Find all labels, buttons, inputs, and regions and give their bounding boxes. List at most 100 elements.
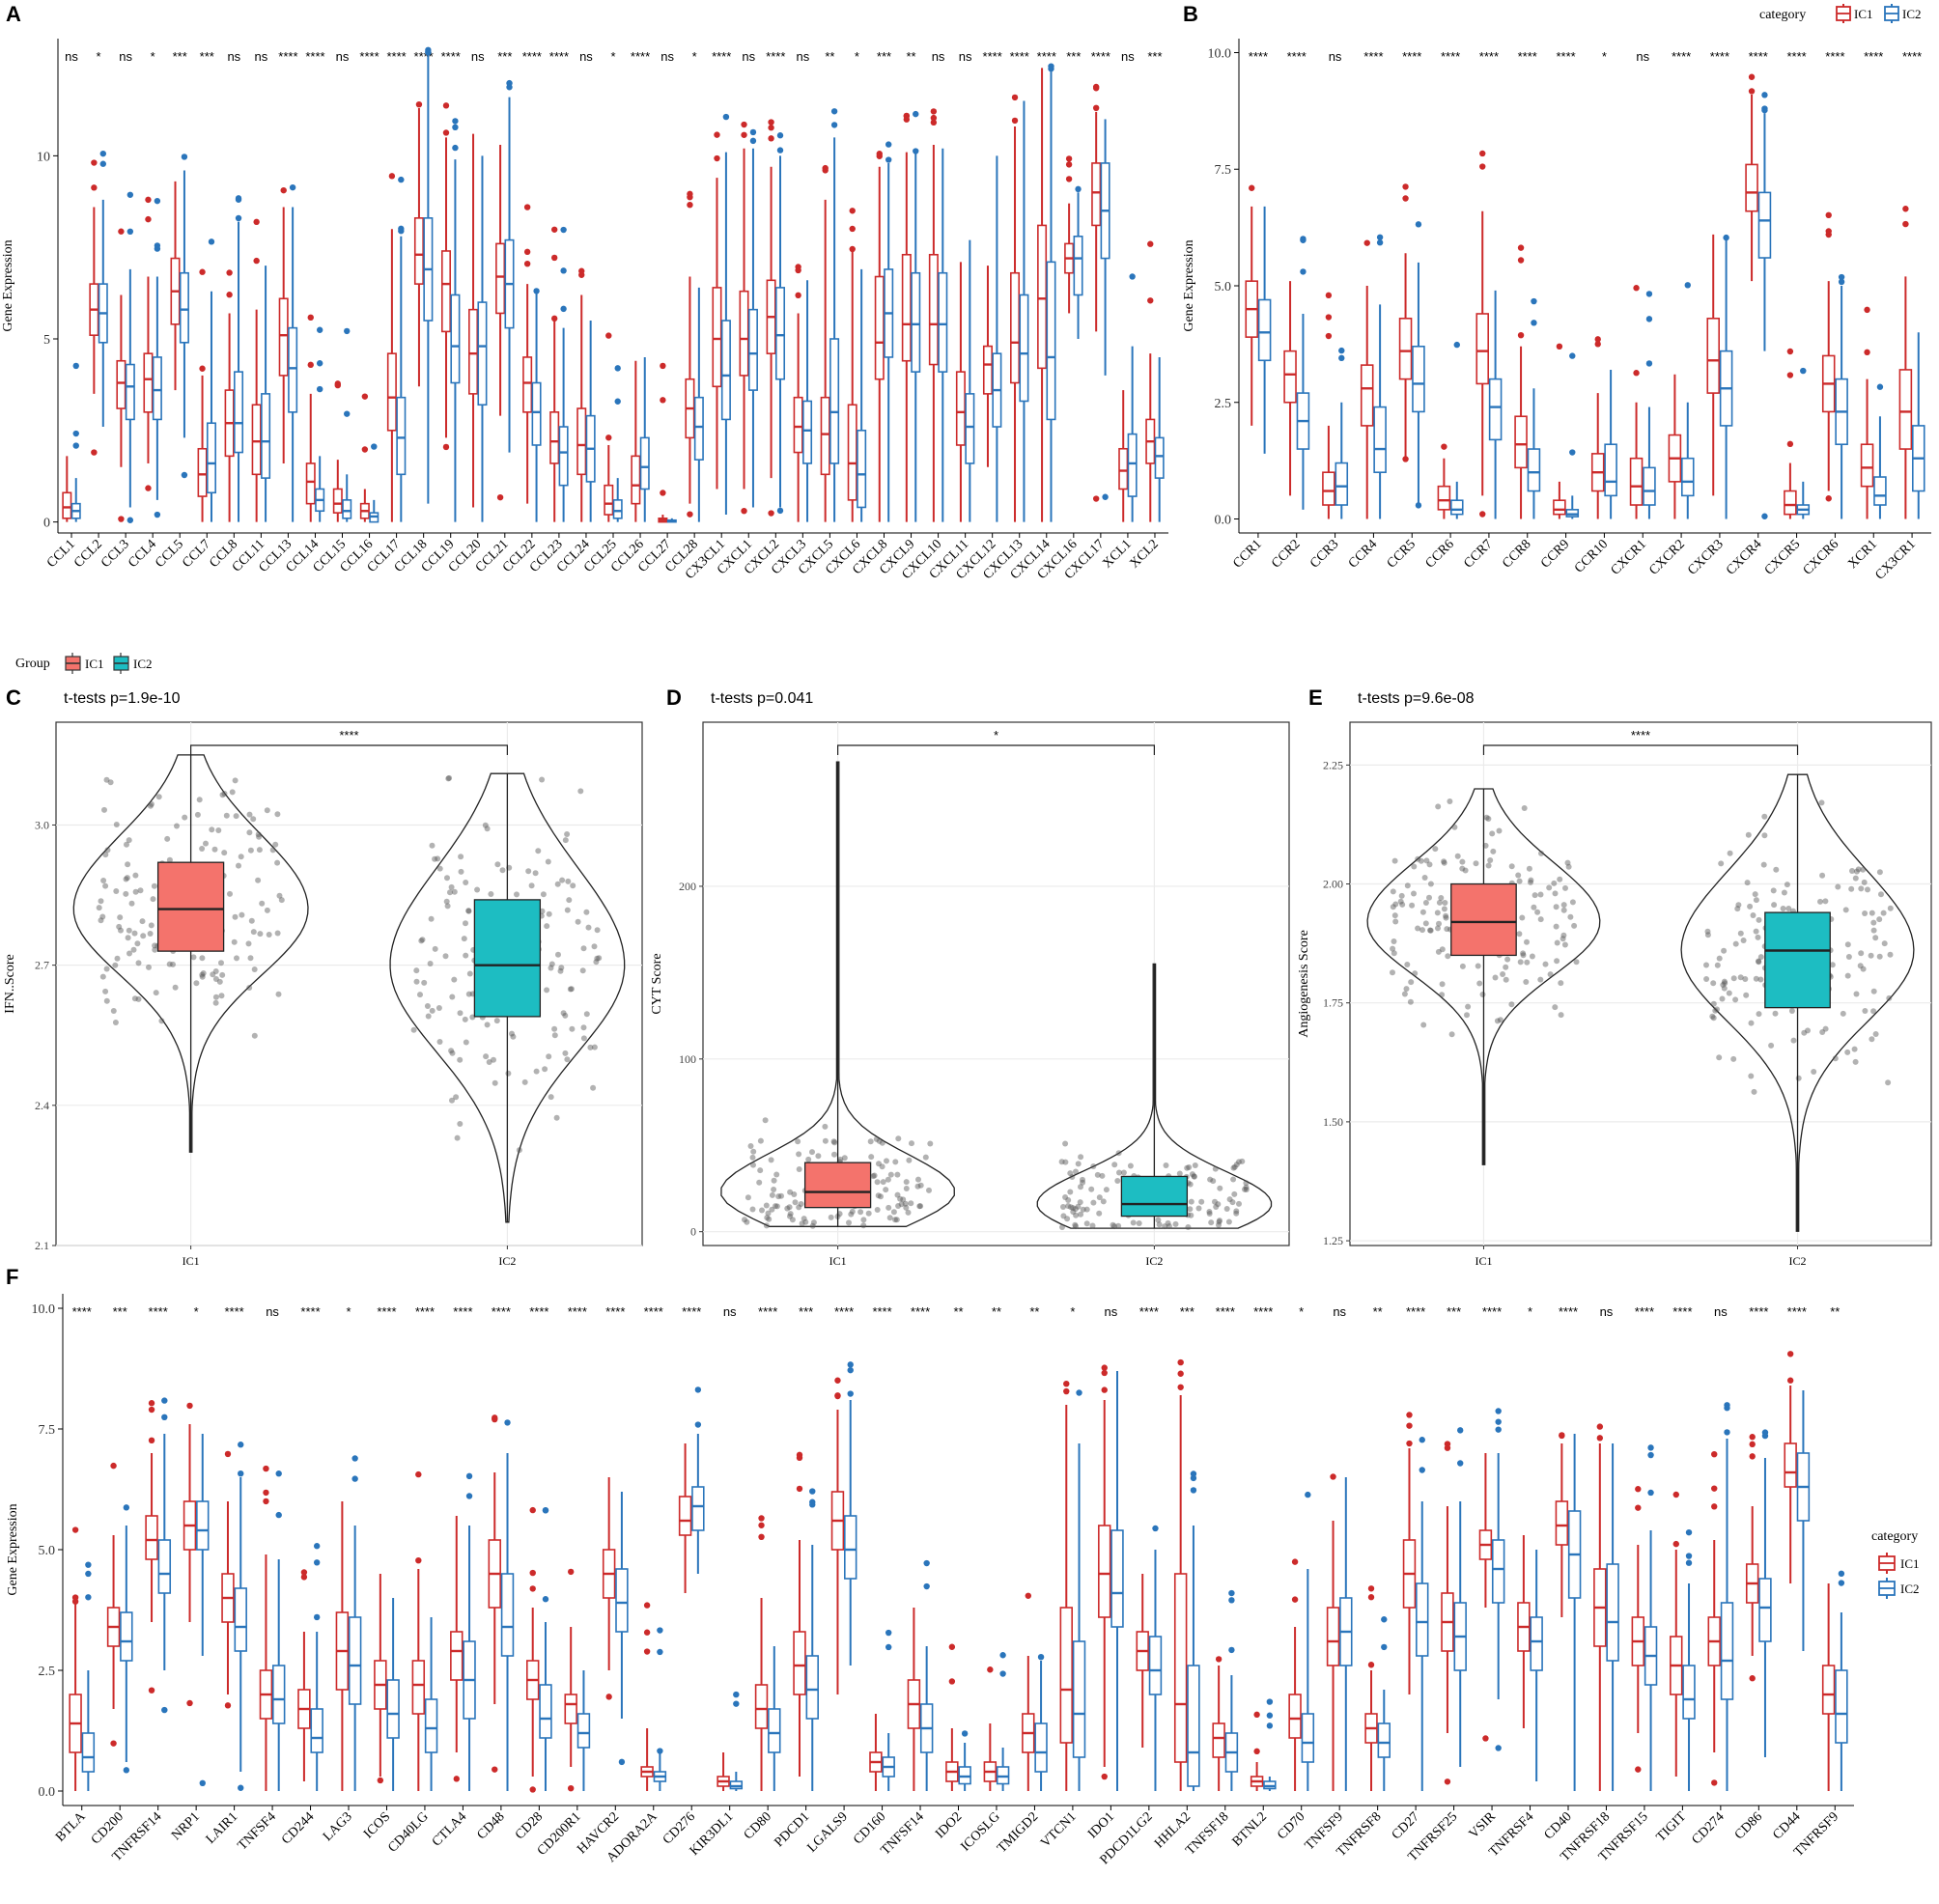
ic2-outlier: [351, 1455, 358, 1462]
data-point: [1454, 853, 1461, 859]
data-point: [757, 1167, 764, 1174]
data-point: [791, 1191, 798, 1197]
data-point: [1529, 953, 1535, 960]
data-point: [493, 1018, 500, 1024]
data-point: [432, 945, 438, 952]
data-point: [570, 882, 576, 889]
data-point: [1070, 1205, 1077, 1212]
data-point: [1885, 1079, 1892, 1086]
data-point: [544, 923, 550, 930]
data-point: [773, 1203, 780, 1210]
x-tick-label: CD27: [1390, 1809, 1422, 1842]
ic1-outlier: [1479, 511, 1486, 518]
ic2-outlier: [542, 1507, 549, 1514]
ic1-outlier: [492, 1766, 498, 1773]
ic2-outlier: [1453, 341, 1460, 349]
data-point: [773, 1203, 778, 1210]
data-point: [1573, 959, 1580, 966]
data-point: [786, 1204, 793, 1211]
significance-label: *: [855, 49, 859, 64]
x-tick-label: CCR10: [1572, 537, 1611, 575]
data-point: [209, 826, 215, 833]
data-point: [525, 868, 532, 875]
significance-label: ns: [1333, 1304, 1346, 1319]
significance-label: ns: [1329, 49, 1342, 64]
significance-label: ns: [1105, 1304, 1118, 1319]
ic1-box: [1706, 318, 1720, 394]
ic2-outlier: [1531, 297, 1537, 305]
significance-label: ****: [1091, 49, 1110, 64]
data-point: [266, 932, 272, 938]
ic2-outlier: [1381, 1643, 1388, 1651]
data-point: [102, 852, 109, 858]
x-tick-label: XCL2: [1127, 537, 1161, 571]
data-point: [1772, 1010, 1779, 1017]
data-point: [1136, 1220, 1142, 1226]
ic1-outlier: [1444, 1778, 1451, 1785]
data-point: [131, 995, 138, 1002]
data-point: [1217, 1185, 1223, 1191]
data-point: [1795, 1075, 1802, 1081]
ic2-outlier: [1645, 316, 1653, 322]
ic2-outlier: [161, 1397, 168, 1404]
data-point: [463, 920, 468, 927]
ic2-outlier: [313, 1543, 321, 1550]
data-point: [771, 1177, 777, 1184]
x-tick-label: LAIR1: [204, 1809, 241, 1847]
significance-label: ****: [983, 49, 1002, 64]
ic2-outlier: [465, 1493, 473, 1499]
data-point: [128, 900, 135, 907]
legend-item-label: IC2: [1902, 7, 1922, 21]
ic2-outlier: [1376, 239, 1384, 246]
ic2-box: [310, 1708, 323, 1753]
data-point: [801, 1216, 807, 1222]
ic1-outlier: [1291, 1596, 1299, 1603]
ic1-outlier: [930, 114, 938, 122]
ic1-box: [1037, 224, 1048, 370]
ic1-outlier: [822, 164, 829, 172]
ic2-outlier: [208, 238, 215, 245]
data-point: [1561, 941, 1568, 948]
ic2-box: [1154, 436, 1165, 479]
data-point: [269, 847, 276, 854]
data-point: [1757, 954, 1764, 961]
ic1-outlier: [1177, 1358, 1184, 1366]
y-tick-label: 10.0: [32, 1302, 56, 1317]
ic1-outlier: [1786, 1377, 1794, 1384]
data-point: [1508, 1001, 1515, 1008]
ic2-outlier: [913, 148, 919, 154]
y-tick-label: 2.00: [1323, 878, 1343, 891]
ic2-box: [152, 356, 162, 421]
data-point: [580, 945, 587, 952]
ic1-outlier: [1482, 1735, 1489, 1742]
data-point: [1722, 980, 1728, 987]
data-point: [591, 1044, 598, 1050]
data-point: [857, 1209, 864, 1216]
ic1-box: [411, 1660, 426, 1715]
data-point: [906, 1157, 913, 1163]
data-point: [1233, 1210, 1240, 1217]
data-point: [1853, 991, 1860, 997]
data-point: [250, 929, 257, 936]
ic2-outlier: [235, 214, 242, 222]
ic1-outlier: [1325, 292, 1333, 299]
data-point: [486, 1059, 492, 1065]
ic2-box: [1606, 1563, 1619, 1662]
ic2-outlier: [316, 326, 323, 333]
x-tick-label: IC1: [183, 1254, 200, 1268]
ic2-outlier: [1724, 1429, 1730, 1436]
ic1-box: [1860, 443, 1874, 488]
ic1-box: [413, 217, 424, 285]
ic1-box: [1475, 313, 1489, 385]
significance-label: *: [1299, 1304, 1304, 1319]
legend-group: Group IC1 IC2: [15, 653, 153, 674]
data-point: [566, 897, 573, 904]
data-point: [1233, 1208, 1240, 1215]
data-point: [750, 1148, 757, 1155]
data-point: [1188, 1198, 1194, 1205]
data-point: [155, 794, 162, 800]
data-point: [1233, 1162, 1240, 1168]
significance-label: ****: [644, 1304, 663, 1319]
significance-label: ****: [1672, 49, 1691, 64]
x-tick-label: IC1: [829, 1254, 847, 1268]
